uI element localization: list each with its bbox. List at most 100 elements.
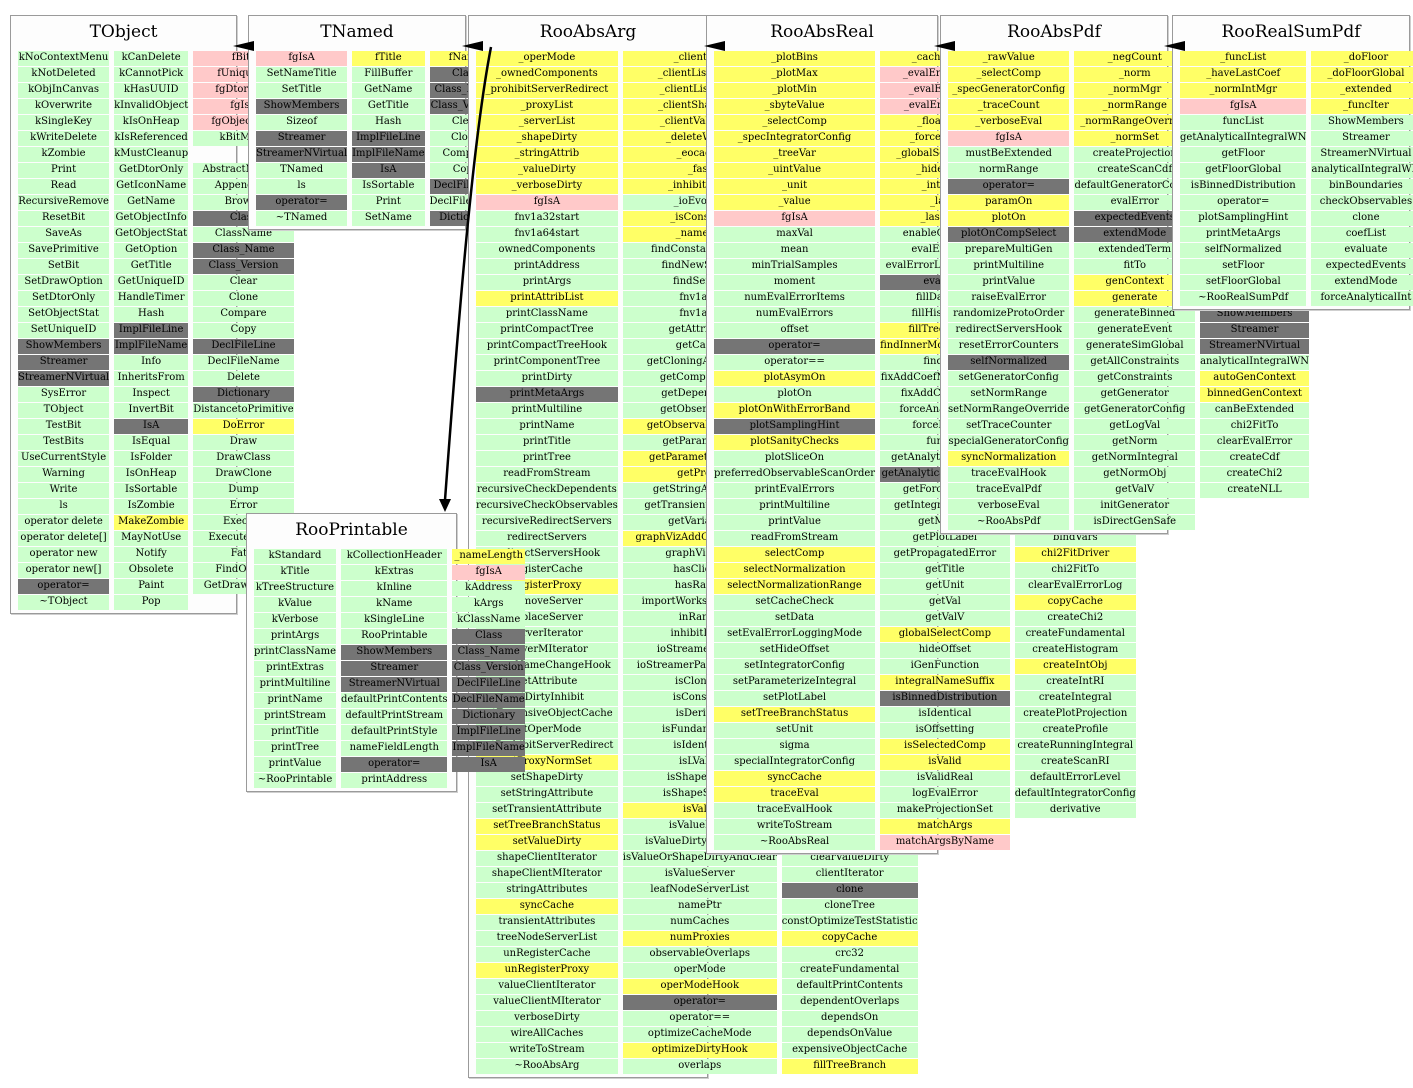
member-shapeclientiterator: shapeClientIterator — [476, 851, 618, 866]
member-synccache: syncCache — [476, 899, 618, 914]
member-isequal: IsEqual — [114, 435, 189, 450]
member-declfilename: DeclFileName — [193, 355, 294, 370]
member-testbit: TestBit — [18, 419, 110, 434]
member-verboseeval: verboseEval — [948, 499, 1070, 514]
member-kstandard: kStandard — [254, 549, 337, 564]
member-moment: moment — [714, 275, 876, 290]
member-setevalerrorloggingmode: setEvalErrorLoggingMode — [714, 627, 876, 642]
class-title: TNamed — [320, 22, 394, 42]
member-pop: Pop — [114, 595, 189, 610]
member-setnametitle: SetNameTitle — [256, 67, 348, 82]
member-printname: printName — [254, 693, 337, 708]
member-paramon: paramOn — [948, 195, 1070, 210]
member-mean: mean — [714, 243, 876, 258]
member-wireallcaches: wireAllCaches — [476, 1027, 618, 1042]
member-opermodehook: operModeHook — [622, 979, 777, 994]
member-getplotlabel: getPlotLabel — [880, 531, 1010, 546]
member-printname: printName — [476, 419, 618, 434]
member-setplotlabel: setPlotLabel — [714, 691, 876, 706]
member-sigma: sigma — [714, 739, 876, 754]
member-fgisa: fgIsA — [476, 195, 618, 210]
member-kinvalidobject: kInvalidObject — [114, 99, 189, 114]
member-fnv1a32start: fnv1a32start — [476, 211, 618, 226]
member-saveprimitive: SavePrimitive — [18, 243, 110, 258]
member-issortable: IsSortable — [114, 483, 189, 498]
member-printaddress: printAddress — [476, 259, 618, 274]
member-implfileline: ImplFileLine — [352, 131, 425, 146]
member-plotoncompselect: plotOnCompSelect — [948, 227, 1070, 242]
member-generatebinned: generateBinned — [1074, 307, 1196, 322]
member-shapeclientmiterator: shapeClientMIterator — [476, 867, 618, 882]
member-generatesimglobal: generateSimGlobal — [1074, 339, 1196, 354]
member-tnamed: ~TNamed — [256, 211, 348, 226]
member-transientattributes: transientAttributes — [476, 915, 618, 930]
member-rooabsreal: ~RooAbsReal — [714, 835, 876, 850]
member-gettitle: GetTitle — [352, 99, 425, 114]
member-printmetaargs: printMetaArgs — [1180, 227, 1307, 242]
member-defaultprintcontents: defaultPrintContents — [341, 693, 448, 708]
member-observableoverlaps: observableOverlaps — [622, 947, 777, 962]
member-printmultiline: printMultiline — [476, 403, 618, 418]
member-chi2fitdriver: chi2FitDriver — [1014, 547, 1136, 562]
member-grid: fgIsA fTitle fName SetNameTitle FillBuffer Cl… — [249, 51, 502, 229]
member-kname: kName — [341, 597, 448, 612]
member-ownedcomponents: ownedComponents — [476, 243, 618, 258]
member-print: Print — [18, 163, 110, 178]
member-makeprojectionset: makeProjectionSet — [880, 803, 1010, 818]
member-sethideoffset: setHideOffset — [714, 643, 876, 658]
member-clonetree: cloneTree — [781, 899, 918, 914]
member-operator: operator= — [18, 579, 110, 594]
member-kobjincanvas: kObjInCanvas — [18, 83, 110, 98]
member-createnll: createNLL — [1200, 483, 1309, 498]
member-plotmax: _plotMax — [714, 67, 876, 82]
member-isa: IsA — [352, 163, 425, 178]
member-clientiterator: clientIterator — [781, 867, 918, 882]
member-copy: Copy — [193, 323, 294, 338]
member-ftitle: fTitle — [352, 51, 425, 66]
member-dependson: dependsOn — [781, 1011, 918, 1026]
member-write: Write — [18, 483, 110, 498]
member-syserror: SysError — [18, 387, 110, 402]
member-rooabspdf: ~RooAbsPdf — [948, 515, 1070, 530]
member-ls: ls — [256, 179, 348, 194]
member-classname: ClassName — [193, 227, 294, 242]
member-treenodeserverlist: treeNodeServerList — [476, 931, 618, 946]
member-forceanalyticalint: forceAnalyticalInt — [1311, 291, 1413, 306]
member-warning: Warning — [18, 467, 110, 482]
member-defaultintegratorconfig: defaultIntegratorConfig — [1014, 787, 1136, 802]
member-streamer: Streamer — [1311, 131, 1413, 146]
member-streamernvirtual: StreamerNVirtual — [256, 147, 348, 162]
empty-cell — [1015, 835, 1136, 850]
member-setparameterizeintegral: setParameterizeIntegral — [714, 675, 876, 690]
member-verbosedirty: verboseDirty — [476, 1011, 618, 1026]
member-setgeneratorconfig: setGeneratorConfig — [948, 371, 1070, 386]
member-havelastcoef: _haveLastCoef — [1180, 67, 1307, 82]
member-printvalue: printValue — [948, 275, 1070, 290]
member-showmembers: ShowMembers — [341, 645, 448, 660]
member-printmultiline: printMultiline — [948, 259, 1070, 274]
member-uintvalue: _uintValue — [714, 163, 876, 178]
member-treevar: _treeVar — [714, 147, 876, 162]
member-streamernvirtual: StreamerNVirtual — [1200, 339, 1309, 354]
member-dump: Dump — [193, 483, 294, 498]
member-opermode: _operMode — [476, 51, 618, 66]
member-resetbit: ResetBit — [18, 211, 110, 226]
member-getobjectstat: GetObjectStat — [114, 227, 189, 242]
member-rooabsarg: ~RooAbsArg — [476, 1059, 618, 1074]
member-tracecount: _traceCount — [948, 99, 1070, 114]
member-kcollectionheader: kCollectionHeader — [341, 549, 448, 564]
member-ksingleline: kSingleLine — [341, 613, 448, 628]
member-createprojection: createProjection — [1074, 147, 1196, 162]
member-normrange: _normRange — [1074, 99, 1196, 114]
member-selfnormalized: selfNormalized — [1180, 243, 1307, 258]
member-expectedevents: expectedEvents — [1074, 211, 1196, 226]
member-fgisa: fgIsA — [948, 131, 1070, 146]
member-normset: _normSet — [1074, 131, 1196, 146]
member-print: Print — [352, 195, 425, 210]
member-isa: IsA — [452, 757, 525, 772]
member-kverbose: kVerbose — [254, 613, 337, 628]
member-streamernvirtual: StreamerNVirtual — [1311, 147, 1413, 162]
member-getfloor: getFloor — [1180, 147, 1307, 162]
member-printtitle: printTitle — [476, 435, 618, 450]
